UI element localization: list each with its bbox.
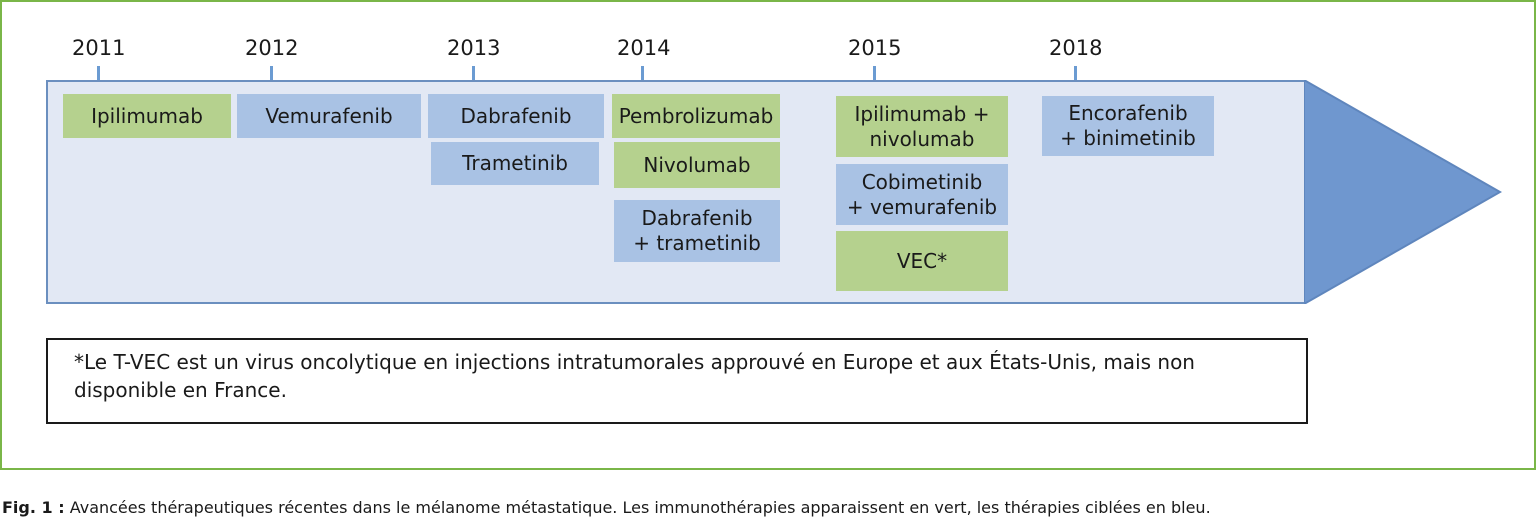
- therapy-dabrafenib: Dabrafenib: [428, 94, 604, 138]
- therapy-ipilimumab: Ipilimumab: [63, 94, 231, 138]
- year-tick-2018: [1074, 66, 1077, 81]
- year-label-2014: 2014: [617, 36, 671, 60]
- therapy-cobimetinib-vemurafenib: Cobimetinib + vemurafenib: [836, 164, 1008, 225]
- therapy-encorafenib-binimetinib: Encorafenib + binimetinib: [1042, 96, 1214, 156]
- year-tick-2012: [270, 66, 273, 81]
- footnote: *Le T-VEC est un virus oncolytique en in…: [46, 338, 1308, 424]
- timeline-arrow-head: [1304, 80, 1503, 304]
- year-tick-2013: [472, 66, 475, 81]
- year-tick-2014: [641, 66, 644, 81]
- year-label-2012: 2012: [245, 36, 299, 60]
- year-label-2018: 2018: [1049, 36, 1103, 60]
- figure-caption: Fig. 1 : Avancées thérapeutiques récente…: [2, 498, 1211, 517]
- therapy-vec: VEC*: [836, 231, 1008, 291]
- year-label-2013: 2013: [447, 36, 501, 60]
- caption-text: Avancées thérapeutiques récentes dans le…: [64, 498, 1211, 517]
- therapy-trametinib: Trametinib: [431, 142, 599, 185]
- year-label-2011: 2011: [72, 36, 126, 60]
- therapy-vemurafenib: Vemurafenib: [237, 94, 421, 138]
- caption-prefix: Fig. 1 :: [2, 498, 65, 517]
- figure-frame: [0, 0, 1536, 470]
- year-tick-2015: [873, 66, 876, 81]
- therapy-ipilimumab-nivolumab: Ipilimumab + nivolumab: [836, 96, 1008, 157]
- year-label-2015: 2015: [848, 36, 902, 60]
- year-tick-2011: [97, 66, 100, 81]
- therapy-pembrolizumab: Pembrolizumab: [612, 94, 780, 138]
- therapy-dabrafenib-trametinib: Dabrafenib + trametinib: [614, 200, 780, 262]
- therapy-nivolumab: Nivolumab: [614, 142, 780, 188]
